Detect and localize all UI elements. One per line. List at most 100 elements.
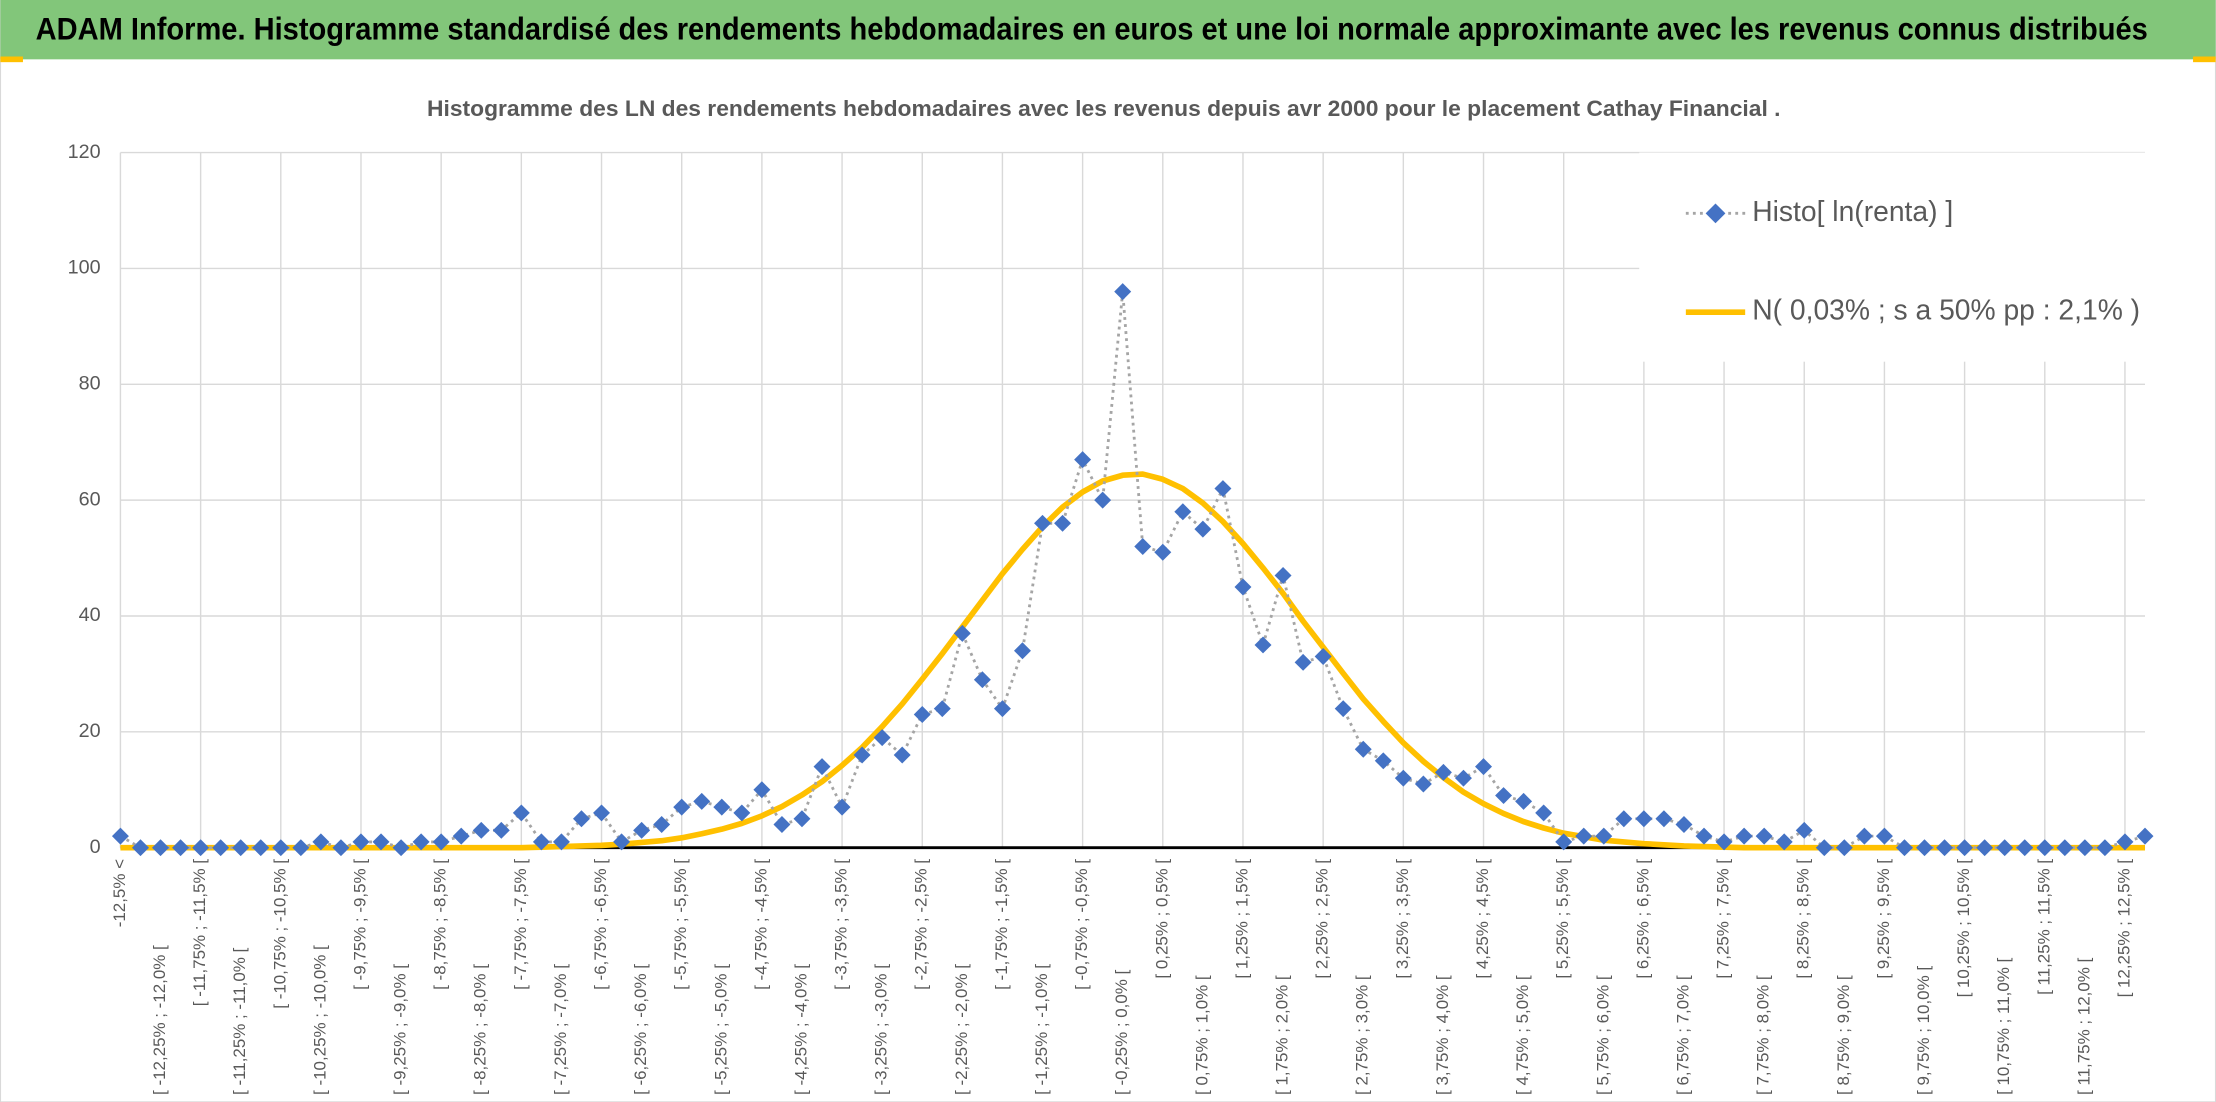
x-tick-label: [ 1,75% ; 2,0% [ bbox=[1273, 975, 1292, 1095]
data-point bbox=[1174, 503, 1192, 521]
data-point bbox=[392, 839, 410, 857]
x-tick-label: [ 2,25% ; 2,5% [ bbox=[1313, 859, 1332, 979]
data-point bbox=[1314, 648, 1332, 666]
data-point bbox=[2116, 833, 2134, 851]
x-tick-label: [ 0,25% ; 0,5% [ bbox=[1152, 859, 1171, 979]
data-point bbox=[1414, 775, 1432, 793]
x-tick-label: [ 10,75% ; 11,0% [ bbox=[1994, 957, 2013, 1094]
accent bbox=[2193, 56, 2216, 63]
x-tick-label: [ -9,25% ; -9,0% [ bbox=[391, 964, 410, 1095]
data-point bbox=[653, 816, 671, 833]
data-point bbox=[1214, 480, 1232, 498]
data-point bbox=[232, 839, 250, 857]
data-point bbox=[1595, 827, 1613, 845]
data-point bbox=[172, 839, 190, 857]
data-point bbox=[1354, 740, 1372, 758]
data-point bbox=[1434, 763, 1452, 781]
x-tick-label: [ -2,25% ; -2,0% [ bbox=[952, 964, 971, 1095]
data-point bbox=[833, 798, 851, 816]
data-point bbox=[613, 833, 631, 851]
data-point bbox=[332, 839, 350, 857]
data-point bbox=[793, 810, 811, 828]
data-point bbox=[673, 798, 691, 816]
data-point bbox=[993, 700, 1011, 718]
x-tick-label: [ -9,75% ; -9,5% [ bbox=[350, 859, 369, 990]
x-tick-label: [ -11,75% ; -11,5% [ bbox=[190, 859, 209, 1006]
data-point bbox=[573, 810, 590, 828]
data-point bbox=[1114, 283, 1132, 301]
x-tick-label: [ -1,25% ; -1,0% [ bbox=[1032, 964, 1051, 1095]
data-point bbox=[973, 671, 991, 689]
data-point bbox=[111, 827, 129, 845]
data-point bbox=[933, 700, 951, 718]
header-title: ADAM Informe. Histogramme standardisé de… bbox=[36, 11, 2148, 46]
y-tick-label: 120 bbox=[68, 141, 101, 163]
x-tick-label: [ 5,75% ; 6,0% [ bbox=[1593, 975, 1612, 1095]
header-bar bbox=[0, 0, 2216, 60]
data-point bbox=[1635, 810, 1653, 828]
data-point bbox=[1895, 839, 1913, 857]
data-point bbox=[352, 833, 370, 851]
x-tick-label: [ -2,75% ; -2,5% [ bbox=[912, 859, 931, 990]
x-tick-label: [ 3,25% ; 3,5% [ bbox=[1393, 859, 1412, 979]
data-point bbox=[873, 729, 891, 747]
x-tick-label: [ 0,75% ; 1,0% [ bbox=[1192, 975, 1211, 1095]
y-tick-label: 80 bbox=[79, 373, 101, 395]
x-tick-label: [ 11,75% ; 12,0% [ bbox=[2074, 957, 2093, 1094]
x-tick-label: [ 9,25% ; 9,5% [ bbox=[1874, 859, 1893, 979]
data-point bbox=[1875, 827, 1893, 845]
data-point bbox=[152, 839, 170, 857]
data-point bbox=[472, 821, 490, 839]
y-tick-label: 40 bbox=[79, 604, 101, 626]
x-tick-label: [ 11,25% ; 11,5% [ bbox=[2034, 859, 2053, 995]
data-point bbox=[1675, 816, 1693, 833]
data-point bbox=[733, 804, 751, 822]
x-tick-label: [ 7,75% ; 8,0% [ bbox=[1754, 975, 1773, 1095]
data-point bbox=[272, 839, 290, 857]
y-tick-label: 100 bbox=[68, 257, 101, 279]
x-tick-label: [ 5,25% ; 5,5% [ bbox=[1553, 859, 1572, 979]
data-point bbox=[452, 827, 470, 845]
data-point bbox=[2136, 827, 2154, 845]
x-tick-label: [ 2,75% ; 3,0% [ bbox=[1353, 975, 1372, 1095]
data-point bbox=[1956, 839, 1974, 857]
x-tick-label: [ -8,75% ; -8,5% [ bbox=[431, 859, 450, 990]
data-point bbox=[1454, 769, 1472, 787]
x-tick-label: [ 7,25% ; 7,5% [ bbox=[1714, 859, 1733, 979]
data-point bbox=[1234, 578, 1252, 596]
x-tick-label: [ -7,25% ; -7,0% [ bbox=[551, 964, 570, 1095]
data-point bbox=[1695, 827, 1713, 845]
data-point bbox=[312, 833, 330, 851]
x-tick-label: [ 6,75% ; 7,0% [ bbox=[1673, 975, 1692, 1095]
x-tick-label: [ 8,75% ; 9,0% [ bbox=[1834, 975, 1853, 1095]
data-point bbox=[2096, 839, 2114, 857]
legend-marker bbox=[1705, 203, 1726, 224]
data-point bbox=[633, 821, 651, 839]
data-point bbox=[1194, 520, 1212, 538]
data-point bbox=[1835, 839, 1853, 857]
data-point bbox=[1034, 514, 1051, 532]
data-point bbox=[753, 781, 771, 799]
data-point bbox=[593, 804, 611, 822]
data-point bbox=[1074, 451, 1092, 469]
x-tick-label: [ 10,25% ; 10,5% [ bbox=[1954, 859, 1973, 998]
chart-title: Histogramme des LN des rendements hebdom… bbox=[427, 96, 1780, 121]
data-point bbox=[1274, 566, 1292, 584]
x-tick-label: [ -4,75% ; -4,5% [ bbox=[751, 859, 770, 990]
data-point bbox=[1013, 642, 1031, 660]
x-tick-label: [ -0,75% ; -0,5% [ bbox=[1072, 859, 1091, 990]
x-tick-label: [ 6,25% ; 6,5% [ bbox=[1633, 859, 1652, 979]
data-point bbox=[412, 833, 430, 851]
data-point bbox=[212, 839, 230, 857]
x-tick-label: [ -4,25% ; -4,0% [ bbox=[791, 964, 810, 1095]
data-point bbox=[292, 839, 310, 857]
x-tick-label: [ -1,75% ; -1,5% [ bbox=[992, 859, 1011, 990]
data-point bbox=[953, 624, 971, 642]
data-point bbox=[192, 839, 210, 857]
data-point bbox=[1755, 827, 1773, 845]
data-point bbox=[1855, 827, 1873, 845]
accent bbox=[0, 56, 23, 63]
x-tick-label: [ 1,25% ; 1,5% [ bbox=[1232, 859, 1251, 979]
x-tick-label: [ -6,25% ; -6,0% [ bbox=[631, 964, 650, 1095]
